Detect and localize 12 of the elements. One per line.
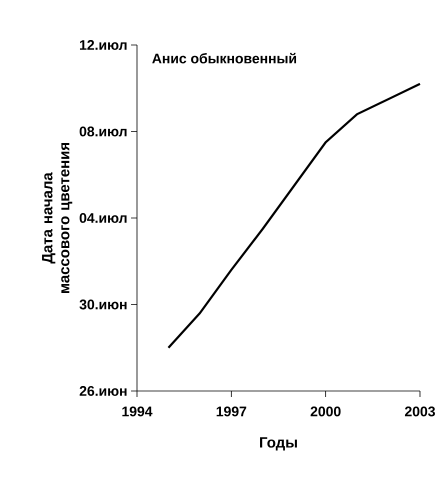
chart-title: Анис обыкновенный xyxy=(152,52,296,64)
x-tick-label: 2003 xyxy=(404,406,435,416)
y-axis-title: Дата начала массового цветения xyxy=(42,142,72,293)
y-tick-label: 04.июл xyxy=(80,213,127,223)
y-tick-label: 30.июн xyxy=(80,300,127,310)
y-tick-label: 26.июн xyxy=(80,386,127,396)
y-tick-label: 08.июл xyxy=(80,126,127,136)
x-tick-label: 1994 xyxy=(122,406,152,416)
x-axis-title: Годы xyxy=(260,437,297,450)
x-tick-label: 2000 xyxy=(310,406,341,416)
x-tick-label: 1997 xyxy=(216,406,246,416)
y-tick-label: 12.июл xyxy=(80,40,127,50)
